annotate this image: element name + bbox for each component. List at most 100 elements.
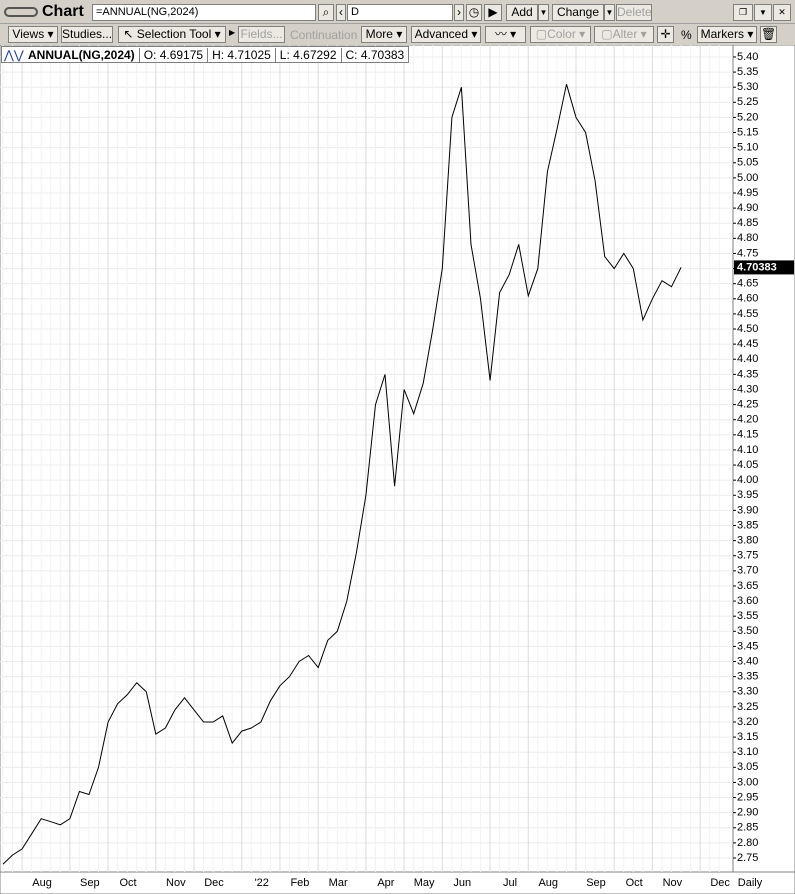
- y-tick-label: 5.35: [737, 66, 758, 78]
- y-tick-label: 5.10: [737, 142, 758, 154]
- grid: [0, 45, 733, 872]
- x-tick-label: Nov: [166, 877, 186, 889]
- minimize-button[interactable]: ▼: [754, 4, 772, 21]
- x-tick-label: Sep: [586, 877, 606, 889]
- y-tick-label: 3.25: [737, 701, 758, 713]
- symbol-input[interactable]: =ANNUAL(NG,2024): [92, 4, 316, 21]
- prev-button[interactable]: ‹: [336, 4, 346, 21]
- plot-area: [0, 45, 734, 873]
- more-button[interactable]: More ▾: [361, 26, 407, 43]
- add-button[interactable]: Add: [506, 4, 538, 21]
- toolbar: Views ▾ Studies... ↖ Selection Tool ▾ ▶ …: [0, 25, 795, 45]
- restore-button[interactable]: ❐: [733, 4, 753, 21]
- studies-button[interactable]: Studies...: [61, 26, 113, 43]
- periodicity-label: Daily: [738, 877, 763, 889]
- y-tick-label: 3.70: [737, 565, 758, 577]
- y-tick-label: 4.55: [737, 308, 758, 320]
- legend-low: L: 4.67292: [276, 47, 342, 62]
- trash-button[interactable]: 🗑: [760, 26, 777, 43]
- y-tick-label: 3.00: [737, 776, 758, 788]
- y-tick-label: 3.55: [737, 610, 758, 622]
- y-tick-label: 5.40: [737, 51, 758, 63]
- delete-button[interactable]: Delete: [616, 4, 652, 21]
- crosshair-button[interactable]: ✛: [657, 26, 674, 43]
- x-tick-label: Dec: [204, 877, 224, 889]
- next-button[interactable]: ›: [454, 4, 464, 21]
- window-title: Chart: [42, 3, 84, 20]
- y-tick-label: 4.50: [737, 323, 758, 335]
- y-tick-label: 4.90: [737, 202, 758, 214]
- y-tick-label: 2.90: [737, 807, 758, 819]
- label: More: [365, 27, 393, 41]
- y-tick-label: 5.25: [737, 96, 758, 108]
- continuation-button[interactable]: Continuation: [290, 28, 358, 42]
- y-tick-label: 4.00: [737, 474, 758, 486]
- y-tick-label: 3.75: [737, 550, 758, 562]
- selection-tool-button[interactable]: ↖ Selection Tool ▾: [118, 26, 226, 43]
- y-tick-label: 3.05: [737, 761, 758, 773]
- time-axis: [0, 871, 795, 894]
- x-tick-label: Feb: [290, 877, 309, 889]
- add-dropdown[interactable]: ▼: [538, 4, 549, 21]
- change-dropdown[interactable]: ▼: [604, 4, 615, 21]
- chart: Daily 2.75 2.80 2.85 2.90 2.95 3.00 3.05 3.10 3.…: [0, 45, 795, 894]
- y-tick-label: 3.90: [737, 504, 758, 516]
- x-tick-label: Aug: [538, 877, 558, 889]
- y-tick-label: 5.20: [737, 111, 758, 123]
- views-button[interactable]: Views ▾: [8, 26, 58, 43]
- x-tick-label: Jul: [503, 877, 517, 889]
- y-tick-label: 2.95: [737, 791, 758, 803]
- legend-close: C: 4.70383: [345, 47, 405, 62]
- y-tick-label: 5.05: [737, 157, 758, 169]
- legend-icon: ⋀⋁: [4, 47, 24, 62]
- percent-button[interactable]: %: [681, 28, 692, 42]
- y-tick-label: 4.60: [737, 293, 758, 305]
- x-tick-label: Nov: [663, 877, 683, 889]
- close-button[interactable]: ✕: [773, 4, 791, 21]
- y-tick-label: 3.95: [737, 489, 758, 501]
- markers-button[interactable]: Markers ▾: [697, 26, 757, 43]
- y-tick-label: 3.60: [737, 595, 758, 607]
- legend: ⋀⋁ ANNUAL(NG,2024) O: 4.69175 H: 4.71025…: [1, 46, 410, 63]
- x-tick-label: '22: [255, 877, 269, 889]
- label: Alter: [612, 27, 638, 41]
- label: Selection Tool: [136, 27, 212, 41]
- y-tick-label: 3.50: [737, 625, 758, 637]
- search-button[interactable]: ⌕: [318, 4, 334, 21]
- y-tick-label: 4.95: [737, 187, 758, 199]
- play-button[interactable]: ▶: [484, 4, 502, 21]
- fields-button[interactable]: Fields...: [238, 26, 285, 43]
- y-tick-label: 3.65: [737, 580, 758, 592]
- y-tick-label: 3.35: [737, 671, 758, 683]
- last-price-box: [734, 260, 794, 275]
- clock-button[interactable]: ◷: [466, 4, 482, 21]
- legend-symbol: ANNUAL(NG,2024): [24, 47, 140, 62]
- y-tick-label: 4.65: [737, 278, 758, 290]
- x-tick-label: Mar: [329, 877, 348, 889]
- x-tick-label: Sep: [80, 877, 100, 889]
- x-tick-label: Oct: [626, 877, 643, 889]
- y-tick-label: 2.80: [737, 837, 758, 849]
- y-tick-label: 4.05: [737, 459, 758, 471]
- y-tick-label: 3.30: [737, 686, 758, 698]
- label: Advanced: [414, 27, 468, 41]
- y-tick-label: 4.10: [737, 444, 758, 456]
- y-tick-label: 4.30: [737, 383, 758, 395]
- y-tick-label: 3.15: [737, 731, 758, 743]
- link-icon[interactable]: [4, 7, 38, 17]
- alter-button[interactable]: ▢Alter ▾: [594, 26, 654, 43]
- color-button[interactable]: ▢Color ▾: [530, 26, 591, 43]
- y-tick-label: 3.20: [737, 716, 758, 728]
- line-style-button[interactable]: 〰 ▾: [485, 26, 526, 43]
- advanced-button[interactable]: Advanced ▾: [411, 26, 481, 43]
- x-tick-label: Apr: [377, 877, 394, 889]
- y-tick-label: 4.45: [737, 338, 758, 350]
- y-tick-label: 3.45: [737, 640, 758, 652]
- y-tick-label: 4.75: [737, 247, 758, 259]
- change-button[interactable]: Change: [552, 4, 604, 21]
- label: Markers: [700, 27, 744, 41]
- interval-input[interactable]: D: [347, 4, 453, 21]
- x-tick-label: Dec: [710, 877, 730, 889]
- y-tick-label: 3.40: [737, 655, 758, 667]
- price-line: [2, 84, 682, 865]
